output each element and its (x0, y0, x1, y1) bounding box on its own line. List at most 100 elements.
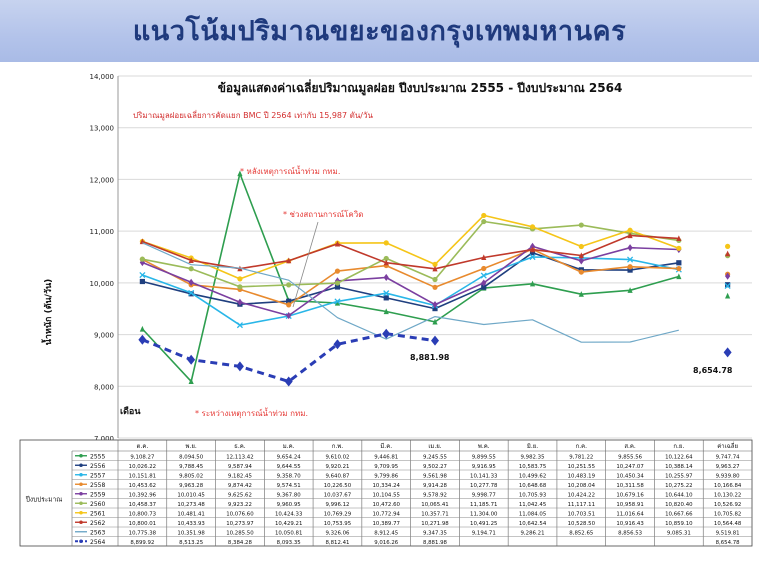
table-cell: 9,899.55 (472, 454, 496, 460)
point-2561-11 (676, 245, 682, 251)
table-cell: 9,610.02 (325, 454, 349, 460)
point-2558-6 (432, 284, 438, 290)
table-cell: 10,151.81 (129, 473, 156, 479)
table-cell: 10,104.55 (373, 492, 400, 498)
legend-label-2562: 2562 (90, 520, 105, 527)
point-2556-11 (676, 260, 682, 266)
legend-marker-2555 (79, 453, 83, 458)
point-2555-9 (578, 291, 584, 297)
table-cell: 10,800.73 (129, 511, 156, 517)
point-2559-8 (529, 242, 536, 250)
legend-label-2557: 2557 (90, 472, 105, 479)
table-cell: 10,247.07 (616, 464, 643, 470)
series-2563 (142, 242, 679, 343)
table-cell: 10,010.45 (177, 492, 204, 498)
table-cell: 9,709.95 (374, 464, 398, 470)
category-label: ค่าเฉลี่ย (717, 442, 738, 450)
table-cell: 9,855.56 (618, 454, 643, 460)
point-2556-3 (286, 298, 292, 304)
category-label: ต.ค. (137, 443, 149, 450)
category-label: พ.ค. (478, 443, 490, 450)
category-label: เม.ย. (428, 443, 441, 450)
point-2555-1 (188, 378, 194, 384)
point-2561-7 (481, 212, 487, 219)
category-label: มี.ค. (380, 442, 392, 450)
series-2560 (139, 218, 731, 290)
table-cell: 10,775.38 (129, 530, 157, 536)
legend-marker-2556 (79, 463, 83, 468)
table-cell: 9,502.27 (423, 464, 447, 470)
y-tick-label: 14,000 (90, 73, 115, 81)
point-2562-5 (383, 259, 389, 266)
table-cell: 10,958.91 (616, 502, 643, 508)
point-2557-0 (139, 271, 146, 279)
table-cell: 10,277.78 (470, 483, 498, 489)
table-cell: 10,453.62 (129, 483, 156, 489)
table-cell: 9,574.51 (277, 483, 301, 489)
series-line-2555 (141, 172, 680, 383)
point-2561-2 (237, 276, 243, 282)
point-2560-2 (237, 284, 243, 290)
table-cell: 10,026.22 (129, 464, 156, 470)
table-cell: 9,347.35 (423, 530, 447, 536)
table-cell: 10,705.82 (714, 511, 741, 517)
point-2557-8 (529, 253, 536, 261)
table-cell: 10,351.98 (177, 530, 205, 536)
chart-subtitle: ปริมาณมูลฝอยเฉลี่ยการคัดแยก BMC ปี 2564 … (133, 109, 373, 121)
point-2561-6 (432, 261, 438, 267)
annotation-after-flood: * หลังเหตุการณ์น้ำท่วม กทม. (240, 165, 340, 176)
y-tick-label: 9,000 (94, 332, 114, 340)
table-cell: 11,185.71 (470, 502, 497, 508)
annotation-covid-pointer (292, 221, 319, 308)
table-cell: 9,939.80 (716, 473, 741, 479)
point-2556-5 (383, 295, 389, 301)
legend-label-2564: 2564 (90, 539, 105, 546)
point-2557-5 (383, 290, 390, 297)
point-2564-1 (187, 354, 196, 365)
point-2560-6 (432, 276, 438, 283)
legend-marker-2562 (79, 520, 83, 525)
table-cell: 8,856.53 (618, 530, 642, 536)
table-cell: 9,625.62 (228, 492, 252, 498)
legend-label-2555: 2555 (90, 453, 105, 460)
table-cell: 10,564.48 (714, 521, 742, 527)
table-cell: 11,304.00 (470, 511, 498, 517)
annotations: * หลังเหตุการณ์น้ำท่วม กทม. * ช่วงสถานการ… (195, 165, 733, 418)
table-cell: 10,583.75 (519, 464, 546, 470)
table-cell: 11,084.05 (519, 511, 546, 517)
table-cell: 9,654.24 (277, 454, 302, 460)
page-title: แนวโน้มปริมาณขยะของกรุงเทพมหานคร (132, 16, 627, 47)
table-cell: 10,642.54 (519, 521, 547, 527)
table-cell: 10,705.93 (519, 492, 546, 498)
table-cell: 9,085.31 (667, 530, 691, 536)
legend-label-2558: 2558 (90, 482, 105, 489)
y-tick-label: 7,000 (94, 435, 114, 443)
category-label: ธ.ค. (234, 443, 246, 450)
annotation-during-flood: * ระหว่างเหตุการณ์น้ำท่วม กทม. (195, 407, 308, 418)
point-2557-2 (236, 322, 243, 329)
point-2562-6 (432, 265, 438, 272)
category-label: ก.ค. (576, 443, 588, 450)
point-2559-10 (627, 244, 633, 252)
point-2556-7 (481, 284, 487, 290)
point-2556-0 (139, 278, 145, 285)
table-cell: 10,648.68 (519, 483, 547, 489)
table-cell: 9,923.22 (228, 502, 252, 508)
table-cell: 8,912.45 (374, 530, 398, 536)
point-2561-9 (578, 243, 584, 250)
table-cell: 10,285.50 (226, 530, 254, 536)
point-2560-7 (481, 218, 487, 225)
table-cell: 10,753.95 (324, 521, 351, 527)
table-cell: 10,667.66 (665, 511, 693, 517)
table-cell: 9,182.45 (228, 473, 252, 479)
category-label: ก.พ. (332, 443, 343, 450)
table-cell: 10,273.48 (177, 502, 205, 508)
legend-marker-2564 (79, 539, 83, 544)
table-cell: 10,050.81 (275, 530, 302, 536)
annotation-average-value: 8,654.78 (693, 366, 733, 375)
table-cell: 10,226.50 (324, 483, 352, 489)
point-2560-9 (578, 222, 584, 228)
point-2555-10 (627, 287, 633, 293)
table-cell: 9,996.12 (325, 502, 349, 508)
point-2556-12 (725, 282, 731, 288)
